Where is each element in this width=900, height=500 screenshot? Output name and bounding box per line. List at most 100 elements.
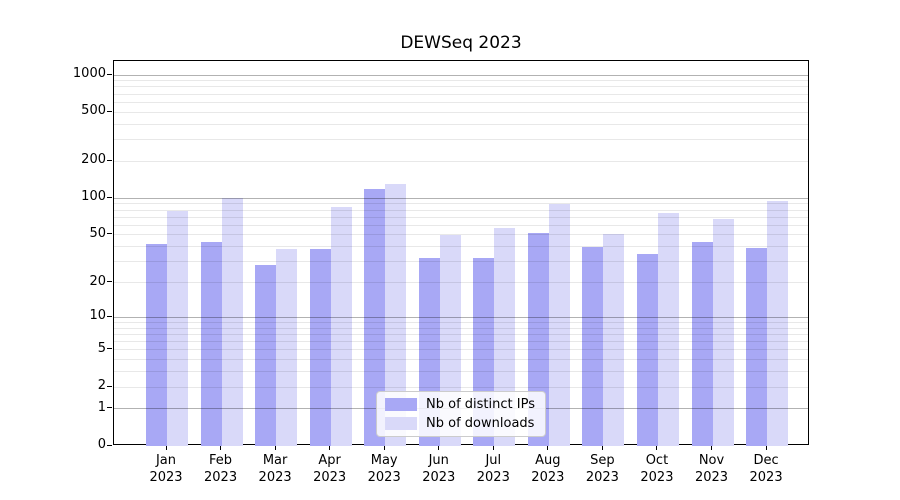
minor-gridline [114,123,808,125]
major-gridline [114,74,808,76]
y-tick-label: 20 [89,273,106,289]
legend-item-downloads: Nb of downloads [385,416,535,431]
x-tick-label: May 2023 [356,453,412,486]
x-tick-mark [220,446,222,450]
x-tick-mark [656,446,658,450]
y-tick-label: 1 [97,399,106,415]
y-tick-label: 2 [97,378,106,393]
minor-gridline [114,203,808,205]
y-tick-label: 0 [97,437,106,452]
minor-gridline [114,86,808,88]
x-tick-month: May [370,453,398,468]
x-tick-mark [274,446,276,450]
minor-gridline [114,101,808,103]
bar-distinct-ips [200,241,222,446]
x-tick-month: Dec [753,453,779,468]
y-tick-mark [107,281,112,282]
x-tick-year: 2023 [476,469,510,485]
x-tick-month: Mar [262,453,288,468]
minor-gridline [114,261,808,263]
minor-gridline [114,333,808,335]
minor-gridline [114,139,808,141]
x-tick-year: 2023 [422,469,456,485]
y-tick-label: 100 [81,189,106,205]
bar-distinct-ips [746,247,768,446]
minor-gridline [114,224,808,226]
x-tick-month: Nov [698,453,725,468]
x-tick-mark [165,446,167,450]
y-tick-mark [107,110,112,112]
y-tick-mark [107,196,112,198]
minor-gridline [114,80,808,82]
x-tick-label: Jun 2023 [411,453,467,486]
x-tick-month: Sep [590,453,615,468]
bar-distinct-ips [309,249,331,446]
y-tick-label: 10 [89,308,106,324]
x-tick-mark [601,446,603,450]
x-tick-year: 2023 [749,469,783,485]
x-tick-label: Nov 2023 [684,453,740,486]
x-tick-year: 2023 [640,469,674,485]
plot-area: Nb of distinct IPs Nb of downloads [113,60,809,446]
bar-downloads [657,213,679,446]
x-tick-year: 2023 [313,469,347,485]
minor-gridline [114,246,808,248]
legend-item-distinct-ips: Nb of distinct IPs [385,397,535,412]
y-tick-label: 500 [81,103,106,119]
major-gridline [114,197,808,199]
x-tick-year: 2023 [149,469,183,485]
bars-layer [114,61,808,446]
chart-title: DEWSeq 2023 [400,33,522,53]
bar-distinct-ips [691,241,713,446]
legend-label-downloads: Nb of downloads [426,416,535,431]
y-tick-label: 5 [97,340,106,356]
x-tick-label: Oct 2023 [629,453,685,486]
x-tick-mark [438,446,440,450]
x-tick-month: Aug [535,453,561,468]
x-tick-mark [383,446,385,450]
major-gridline [114,316,808,318]
x-tick-label: Apr 2023 [302,453,358,486]
bar-downloads [330,206,352,446]
minor-gridline [114,349,808,351]
legend-label-distinct-ips: Nb of distinct IPs [426,397,535,412]
minor-gridline [114,234,808,236]
x-tick-year: 2023 [585,469,619,485]
bar-downloads [767,200,789,446]
y-tick-mark [107,385,112,387]
x-tick-label: Jul 2023 [465,453,521,486]
x-tick-label: Dec 2023 [738,453,794,486]
y-tick-label: 1000 [72,66,106,81]
x-tick-month: Feb [209,453,233,468]
minor-gridline [114,341,808,342]
y-tick-mark [107,348,112,350]
bar-distinct-ips [636,253,658,446]
minor-gridline [114,111,808,113]
minor-gridline [114,371,808,373]
bar-downloads [712,219,734,446]
y-tick-mark [107,444,112,446]
minor-gridline [114,216,808,218]
x-tick-label: Aug 2023 [520,453,576,486]
y-tick-label: 200 [81,152,106,168]
x-tick-mark [492,446,494,450]
legend-swatch-distinct-ips [385,398,418,411]
x-tick-month: Oct [645,453,669,468]
x-tick-year: 2023 [531,469,565,485]
x-tick-year: 2023 [258,469,292,485]
grid-layer [114,61,808,444]
x-tick-mark [547,446,549,450]
y-tick-mark [107,315,112,317]
bar-downloads [221,198,243,446]
y-tick-mark [107,233,112,235]
minor-gridline [114,160,808,162]
minor-gridline [114,327,808,329]
x-tick-mark [329,446,331,450]
x-tick-label: Feb 2023 [193,453,249,486]
y-tick-label: 50 [89,225,106,241]
bar-downloads [167,210,188,446]
legend-swatch-downloads [385,417,418,430]
x-tick-month: Jan [155,453,177,468]
y-tick-mark [107,407,112,409]
